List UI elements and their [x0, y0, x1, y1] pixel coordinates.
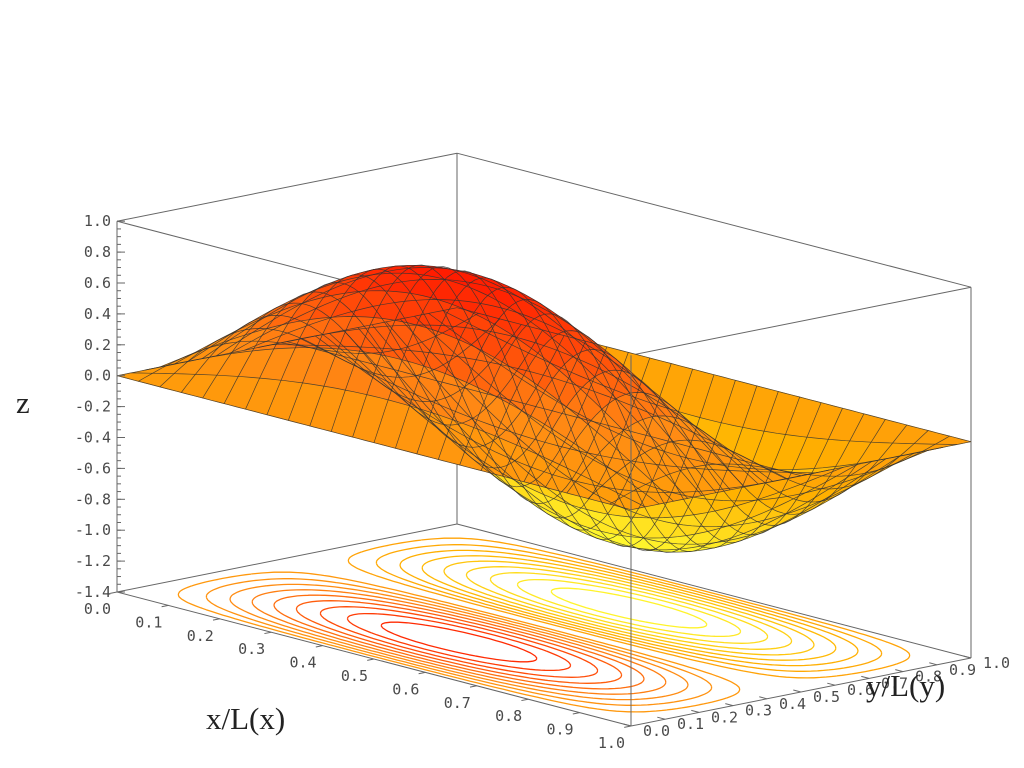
y-tick-mark [725, 703, 734, 707]
y-tick-mark [963, 655, 972, 659]
z-tick-label: 0.2 [84, 336, 111, 354]
contour-line [516, 578, 742, 638]
x-tick-label: 0.9 [547, 721, 574, 739]
surface-mesh [116, 264, 972, 553]
contour-line [273, 594, 645, 690]
x-tick-mark [110, 591, 118, 594]
contour-line [205, 578, 713, 706]
contour-line [380, 621, 538, 663]
y-tick-mark [657, 716, 666, 720]
z-tick-label: 1.0 [84, 212, 111, 230]
z-axis-label: z [16, 385, 30, 420]
mesh-line [400, 318, 915, 528]
y-tick-label: 0.3 [745, 702, 772, 720]
contour-line [295, 600, 623, 684]
z-tick-label: -0.2 [75, 398, 111, 416]
x-axis-label: x/L(x) [206, 701, 285, 736]
x-tick-label: 0.0 [84, 600, 111, 618]
contour-line [346, 612, 572, 672]
mesh-line [442, 310, 957, 445]
y-tick-mark [793, 689, 802, 693]
x-tick-label: 0.7 [444, 694, 471, 712]
x-tick-mark [161, 604, 169, 608]
x-tick-mark [469, 685, 477, 688]
z-tick-label: -0.4 [75, 429, 111, 447]
y-tick-label: 1.0 [983, 654, 1010, 672]
axis-ticks: 1.0 0.8 0.6 0.4 0.2 0.0 -0.2 -0.4 -0.6 -0.8 -1.0 -1… [75, 212, 1010, 752]
z-tick-label: 0.8 [84, 243, 111, 261]
contour-line [251, 589, 667, 695]
contour-line [465, 566, 793, 650]
z-tick-label: 0.6 [84, 274, 111, 292]
y-tick-mark [861, 675, 870, 679]
x-tick-mark [367, 658, 375, 661]
mesh-line [428, 313, 943, 471]
mesh-line [587, 430, 929, 499]
y-tick-mark [929, 662, 938, 666]
x-tick-mark [264, 631, 272, 635]
x-tick-mark [624, 725, 632, 728]
mesh-line [566, 415, 908, 503]
x-tick-mark [572, 712, 580, 715]
mesh-line [414, 315, 929, 502]
contour-line [421, 555, 837, 661]
contour-line [550, 587, 708, 629]
contour-line [319, 606, 599, 678]
y-tick-label: 0.1 [677, 715, 704, 733]
y-tick-mark [895, 669, 904, 673]
z-tick-label: -0.6 [75, 459, 111, 477]
contour-line [489, 572, 769, 644]
x-tick-label: 0.3 [238, 640, 265, 658]
mesh-line [630, 441, 972, 511]
contour-line [443, 560, 815, 656]
y-tick-label: 0.9 [949, 661, 976, 679]
mesh-line [609, 435, 950, 505]
x-tick-label: 0.1 [135, 613, 162, 631]
x-tick-label: 0.4 [290, 654, 317, 672]
z-tick-label: -1.2 [75, 552, 111, 570]
z-tick-label: 0.0 [84, 367, 111, 385]
x-tick-label: 0.8 [495, 707, 522, 725]
y-tick-label: 0.2 [711, 708, 738, 726]
y-tick-mark [827, 682, 836, 686]
x-tick-label: 0.5 [341, 667, 368, 685]
contour-line [347, 537, 911, 679]
x-tick-label: 0.2 [187, 627, 214, 645]
box-edge [116, 523, 458, 593]
box-edge [116, 152, 458, 222]
y-tick-mark [759, 696, 768, 700]
contour-line [375, 544, 883, 672]
y-tick-label: 0.5 [813, 688, 840, 706]
x-tick-mark [212, 618, 220, 621]
y-tick-label: 0.0 [643, 722, 670, 740]
x-tick-mark [315, 645, 323, 648]
y-axis-label: y/L(y) [866, 668, 945, 703]
box-edge [456, 152, 972, 288]
z-tick-label: -0.8 [75, 490, 111, 508]
y-tick-mark [623, 723, 632, 727]
mesh-line [456, 307, 972, 443]
y-tick-label: 0.7 [881, 674, 908, 692]
z-tick-label: -1.4 [75, 583, 111, 601]
y-tick-label: 0.4 [779, 695, 806, 713]
box-edge [630, 286, 972, 356]
contour-line [229, 583, 689, 701]
contour-line [177, 571, 741, 713]
contour-line [399, 549, 859, 667]
z-tick-label: -1.0 [75, 521, 111, 539]
contour-projection [177, 537, 911, 713]
z-tick-label: 0.4 [84, 305, 111, 323]
x-tick-mark [521, 698, 529, 702]
y-tick-label: 0.8 [915, 668, 942, 686]
x-tick-label: 0.6 [392, 680, 419, 698]
y-tick-mark [691, 709, 700, 713]
x-tick-mark [418, 671, 426, 675]
box-edge [456, 523, 972, 659]
x-tick-label: 1.0 [598, 734, 625, 752]
y-tick-label: 0.6 [847, 681, 874, 699]
